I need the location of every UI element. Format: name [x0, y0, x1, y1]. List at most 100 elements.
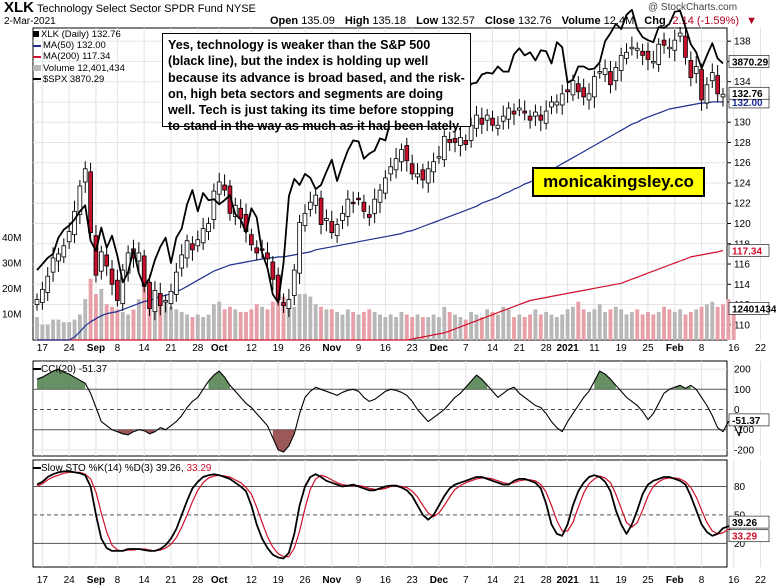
- volume-bar: [40, 324, 45, 340]
- x-tick-label-bottom: Oct: [211, 575, 228, 586]
- candle-body: [206, 223, 211, 233]
- candle-body: [115, 279, 120, 301]
- candle-body: [554, 101, 560, 106]
- volume-bar: [378, 314, 382, 340]
- y-tick-label: 110: [734, 320, 750, 331]
- price-candle: [463, 134, 469, 151]
- volume-bar: [731, 308, 736, 340]
- candle-body: [72, 210, 77, 236]
- price-candle: [361, 194, 367, 219]
- volume-bar: [597, 304, 602, 340]
- x-tick-label-bottom: 11: [589, 575, 600, 586]
- x-tick-label-bottom: 28: [192, 575, 204, 586]
- sto-tick-label: 80: [734, 482, 746, 493]
- x-tick-label-top: 7: [463, 343, 469, 354]
- candle-body: [34, 299, 40, 305]
- cci-overbought-fill: [37, 369, 86, 390]
- legend-price: XLK (Daily) 132.76: [33, 29, 125, 40]
- price-candle: [500, 105, 506, 130]
- x-tick-label-bottom: 2021: [556, 575, 579, 586]
- price-candle: [672, 29, 678, 62]
- candle-body: [297, 222, 302, 274]
- price-candle: [82, 161, 88, 193]
- volume-bar: [345, 309, 350, 340]
- candle-body: [484, 114, 490, 121]
- price-candle: [286, 288, 292, 318]
- volume-bar: [437, 317, 441, 340]
- volume-bar: [308, 296, 313, 340]
- volume-bar: [442, 306, 447, 340]
- price-candle: [179, 244, 185, 277]
- candle-body: [629, 46, 635, 50]
- volume-bar: [394, 317, 399, 340]
- x-tick-label-top: 23: [407, 343, 419, 354]
- volume-bar: [147, 304, 152, 340]
- volume-bar: [56, 319, 61, 340]
- price-candle: [468, 117, 474, 148]
- price-candle: [377, 184, 383, 214]
- price-candle: [479, 107, 485, 134]
- candle-body: [613, 67, 619, 82]
- open-value: 135.09: [301, 15, 335, 27]
- candle-body: [361, 201, 367, 212]
- volume-bar: [469, 311, 474, 340]
- volume-bar: [152, 309, 157, 340]
- candle-body: [425, 168, 431, 184]
- price-candle: [249, 228, 254, 251]
- volume-bar: [94, 294, 98, 340]
- price-candle: [538, 106, 544, 132]
- down-triangle-icon: ▼: [746, 15, 757, 27]
- price-candle: [404, 137, 410, 172]
- open-label: Open: [270, 15, 299, 27]
- y-tick-label: 124: [734, 178, 751, 189]
- candle-body: [232, 204, 238, 217]
- price-candle: [640, 43, 645, 66]
- candle-body: [543, 110, 549, 124]
- cci-pane-title: CCI(20) -51.37: [33, 364, 107, 375]
- candle-body: [704, 84, 710, 104]
- volume-bar: [324, 309, 329, 340]
- volume-bar: [77, 314, 82, 340]
- price-candle: [709, 63, 715, 88]
- price-candle: [447, 131, 453, 151]
- volume-bar: [361, 311, 366, 340]
- low-label: Low: [416, 15, 439, 27]
- candle-body: [238, 207, 243, 219]
- price-candle: [715, 64, 720, 103]
- price-candle: [356, 192, 361, 206]
- x-tick-label-top: 14: [139, 343, 151, 354]
- price-candle: [656, 38, 662, 72]
- price-candle: [543, 100, 549, 130]
- volume-bar: [560, 314, 565, 340]
- volume-bar: [646, 311, 650, 340]
- candle-body: [254, 247, 260, 254]
- volume-bar: [99, 288, 104, 340]
- volume-bar: [313, 304, 318, 340]
- candle-body: [458, 137, 463, 146]
- legend-ma200: MA(200) 117.34: [33, 51, 125, 62]
- sto-pane-title: Slow STO %K(14) %D(3) 39.26, 33.29: [33, 463, 211, 474]
- spx-tag-bg: [728, 55, 770, 68]
- volume-bar: [45, 324, 50, 340]
- price-candle: [93, 225, 99, 283]
- x-tick-label-top: 19: [273, 343, 285, 354]
- cci-oversold-fill: [272, 429, 295, 452]
- price-candle: [307, 191, 313, 217]
- volume-bar: [458, 317, 463, 340]
- candle-body: [490, 117, 495, 126]
- volume-bar: [479, 317, 484, 340]
- x-tick-label-bottom: 17: [37, 575, 49, 586]
- x-tick-label-bottom: 28: [541, 575, 553, 586]
- candle-body: [452, 138, 458, 143]
- volume-bar: [83, 299, 88, 340]
- volume-bar: [554, 317, 559, 340]
- volume-bar: [715, 306, 720, 340]
- candle-body: [479, 117, 485, 125]
- candle-body: [517, 107, 522, 111]
- candle-body: [500, 115, 506, 122]
- cci-tick-label: -100: [734, 425, 754, 436]
- fund-name: Technology Select Sector SPDR Fund NYSE: [37, 3, 256, 15]
- y-tick-label: 126: [734, 158, 751, 169]
- price-candle: [688, 51, 694, 87]
